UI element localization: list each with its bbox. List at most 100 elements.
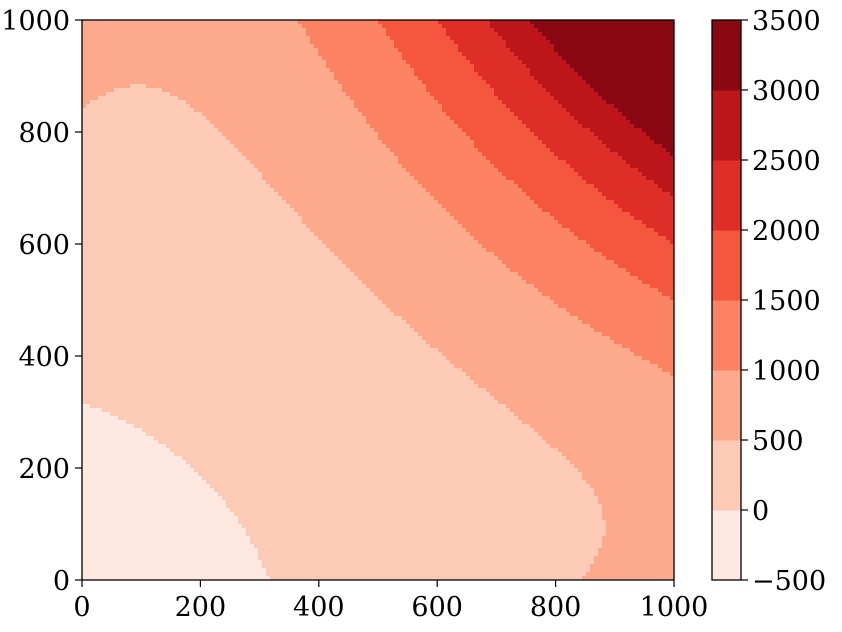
contour-cell [86,488,91,493]
contour-cell [130,180,135,185]
contour-cell [218,44,223,49]
contour-cell [138,300,143,305]
contour-cell [106,420,111,425]
contour-cell [146,160,151,165]
contour-cell [190,76,195,81]
contour-cell [206,248,211,253]
contour-cell [126,360,131,365]
contour-cell [110,56,115,61]
contour-cell [158,464,163,469]
contour-cell [118,512,123,517]
contour-cell [194,244,199,249]
contour-cell [146,280,151,285]
contour-cell [90,508,95,513]
contour-cell [118,36,123,41]
contour-cell [206,232,211,237]
contour-cell [122,348,127,353]
contour-cell [114,344,119,349]
contour-cell [130,208,135,213]
contour-cell [130,524,135,529]
contour-cell [102,36,107,41]
contour-cell [202,112,207,117]
contour-cell [166,420,171,425]
contour-cell [98,520,103,525]
contour-cell [218,144,223,149]
contour-cell [218,576,223,581]
contour-cell [154,500,159,505]
contour-cell [146,112,151,117]
contour-cell [182,500,187,505]
contour-cell [90,416,95,421]
contour-cell [126,296,131,301]
contour-cell [198,568,203,573]
contour-cell [178,296,183,301]
contour-cell [158,184,163,189]
contour-cell [210,412,215,417]
contour-cell [190,448,195,453]
contour-cell [102,476,107,481]
contour-cell [166,132,171,137]
contour-cell [162,228,167,233]
contour-cell [130,220,135,225]
contour-cell [94,296,99,301]
contour-cell [114,56,119,61]
contour-cell [146,44,151,49]
contour-cell [122,200,127,205]
contour-cell [98,476,103,481]
contour-cell [162,288,167,293]
contour-cell [146,296,151,301]
contour-cell [110,36,115,41]
contour-cell [118,424,123,429]
contour-cell [206,500,211,505]
contour-cell [154,432,159,437]
contour-cell [94,516,99,521]
contour-cell [138,452,143,457]
contour-cell [94,560,99,565]
contour-cell [122,240,127,245]
contour-cell [86,140,91,145]
contour-cell [102,96,107,101]
contour-cell [174,412,179,417]
contour-cell [142,268,147,273]
contour-cell [126,412,131,417]
contour-cell [98,68,103,73]
contour-cell [162,40,167,45]
contour-cell [154,436,159,441]
contour-cell [90,28,95,33]
contour-cell [130,124,135,129]
contour-cell [106,40,111,45]
contour-cell [114,92,119,97]
contour-cell [122,512,127,517]
contour-cell [194,156,199,161]
contour-cell [142,328,147,333]
contour-cell [114,176,119,181]
contour-cell [214,64,219,69]
contour-cell [102,388,107,393]
contour-cell [86,240,91,245]
contour-cell [126,400,131,405]
contour-cell [146,348,151,353]
contour-cell [114,568,119,573]
contour-cell [98,576,103,581]
contour-cell [110,508,115,513]
contour-cell [122,356,127,361]
contour-cell [174,76,179,81]
contour-cell [86,432,91,437]
contour-cell [82,204,87,209]
contour-cell [146,460,151,465]
contour-cell [190,212,195,217]
contour-cell [86,112,91,117]
contour-cell [134,124,139,129]
contour-cell [174,568,179,573]
contour-cell [118,312,123,317]
contour-cell [82,424,87,429]
contour-cell [170,272,175,277]
contour-cell [122,332,127,337]
contour-cell [138,312,143,317]
contour-cell [190,40,195,45]
contour-cell [130,192,135,197]
contour-cell [194,292,199,297]
contour-cell [190,136,195,141]
contour-cell [82,404,87,409]
contour-cell [130,564,135,569]
